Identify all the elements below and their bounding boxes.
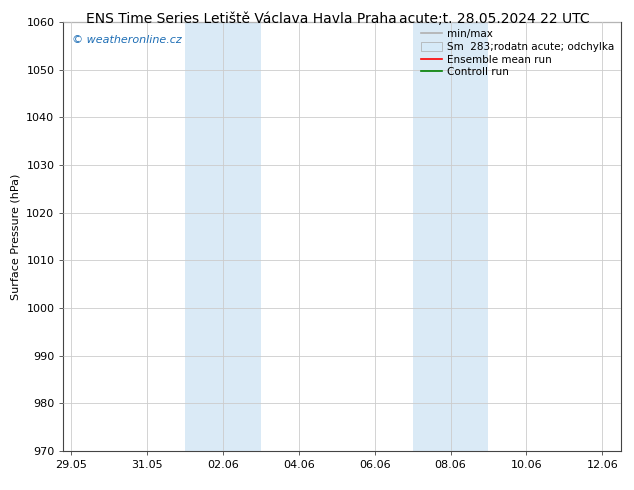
Text: acute;t. 28.05.2024 22 UTC: acute;t. 28.05.2024 22 UTC [399,12,590,26]
Legend: min/max, Sm  283;rodatn acute; odchylka, Ensemble mean run, Controll run: min/max, Sm 283;rodatn acute; odchylka, … [418,27,616,79]
Text: © weatheronline.cz: © weatheronline.cz [72,35,181,45]
Bar [413,22,488,451]
Bar [185,22,261,451]
Text: ENS Time Series Letiště Václava Havla Praha: ENS Time Series Letiště Václava Havla Pr… [86,12,396,26]
Y-axis label: Surface Pressure (hPa): Surface Pressure (hPa) [11,173,21,299]
